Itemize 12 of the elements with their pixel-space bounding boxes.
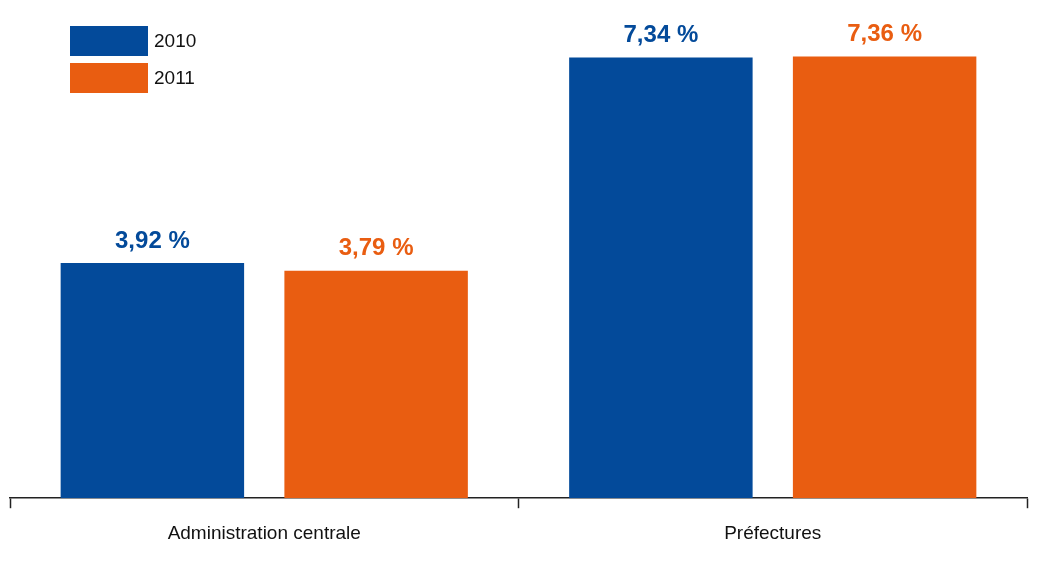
x-tick-label: Préfectures bbox=[724, 521, 822, 543]
data-label: 7,36 % bbox=[847, 19, 922, 47]
data-label: 3,92 % bbox=[115, 225, 190, 253]
data-label: 3,79 % bbox=[338, 233, 414, 261]
legend-label: 2010 bbox=[154, 29, 197, 52]
bar bbox=[60, 262, 245, 499]
data-label: 7,34 % bbox=[623, 20, 699, 48]
legend-label: 2011 bbox=[154, 66, 195, 89]
bar bbox=[284, 270, 468, 499]
bar bbox=[792, 56, 977, 499]
x-tick-label: Administration centrale bbox=[167, 521, 361, 543]
bar bbox=[569, 57, 753, 499]
